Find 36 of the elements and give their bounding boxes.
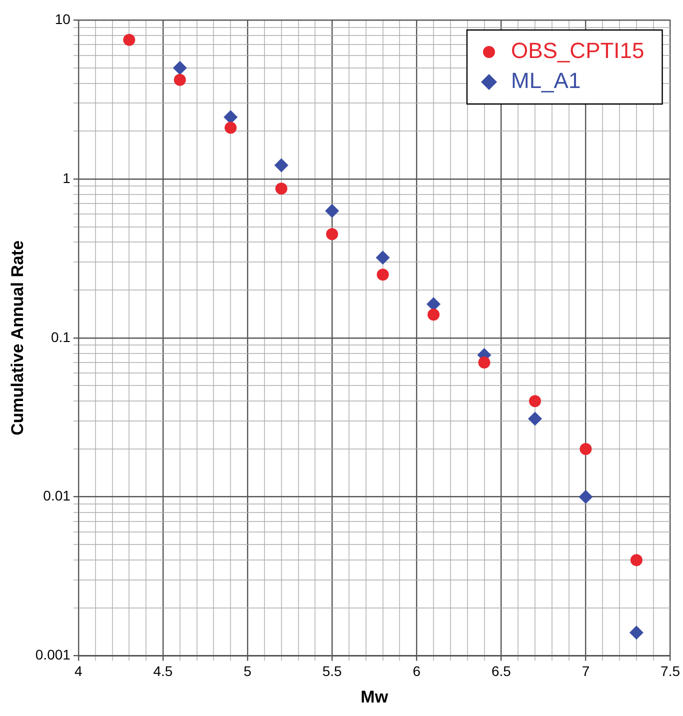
point xyxy=(630,554,642,566)
point xyxy=(580,443,592,455)
y-tick-label: 1 xyxy=(62,170,71,186)
point xyxy=(174,74,186,86)
point xyxy=(224,110,238,124)
x-tick-label: 6.5 xyxy=(491,663,512,680)
point xyxy=(275,182,288,195)
point xyxy=(629,626,644,640)
point xyxy=(123,34,136,46)
x-tick-label: 4.5 xyxy=(153,663,173,680)
point xyxy=(528,412,542,426)
point xyxy=(376,250,390,265)
x-tick-label: 7 xyxy=(582,663,590,680)
x-tick-label: 6 xyxy=(412,663,421,680)
point xyxy=(478,356,490,369)
x-tick-label: 7.5 xyxy=(660,663,680,680)
point xyxy=(326,228,338,240)
y-axis-title: Cumulative Annual Rate xyxy=(8,240,27,436)
x-axis-title: Mw xyxy=(360,687,389,706)
point xyxy=(528,395,541,408)
legend-label: ML_A1 xyxy=(510,68,581,94)
x-tick-label: 4 xyxy=(74,663,83,680)
point xyxy=(172,60,187,75)
point xyxy=(578,490,593,504)
point xyxy=(224,122,237,134)
point xyxy=(274,158,288,172)
x-tick-label: 5.5 xyxy=(322,663,342,680)
y-tick-label: 0.001 xyxy=(35,646,71,663)
y-tick-label: 0.01 xyxy=(43,488,71,504)
y-tick-label: 0.1 xyxy=(50,328,71,345)
point xyxy=(428,308,440,321)
legend-label: OBS_CPTI15 xyxy=(510,38,644,64)
x-tick-label: 5 xyxy=(244,663,252,680)
point xyxy=(325,204,340,218)
point xyxy=(376,268,389,281)
y-tick-label: 10 xyxy=(54,10,71,27)
